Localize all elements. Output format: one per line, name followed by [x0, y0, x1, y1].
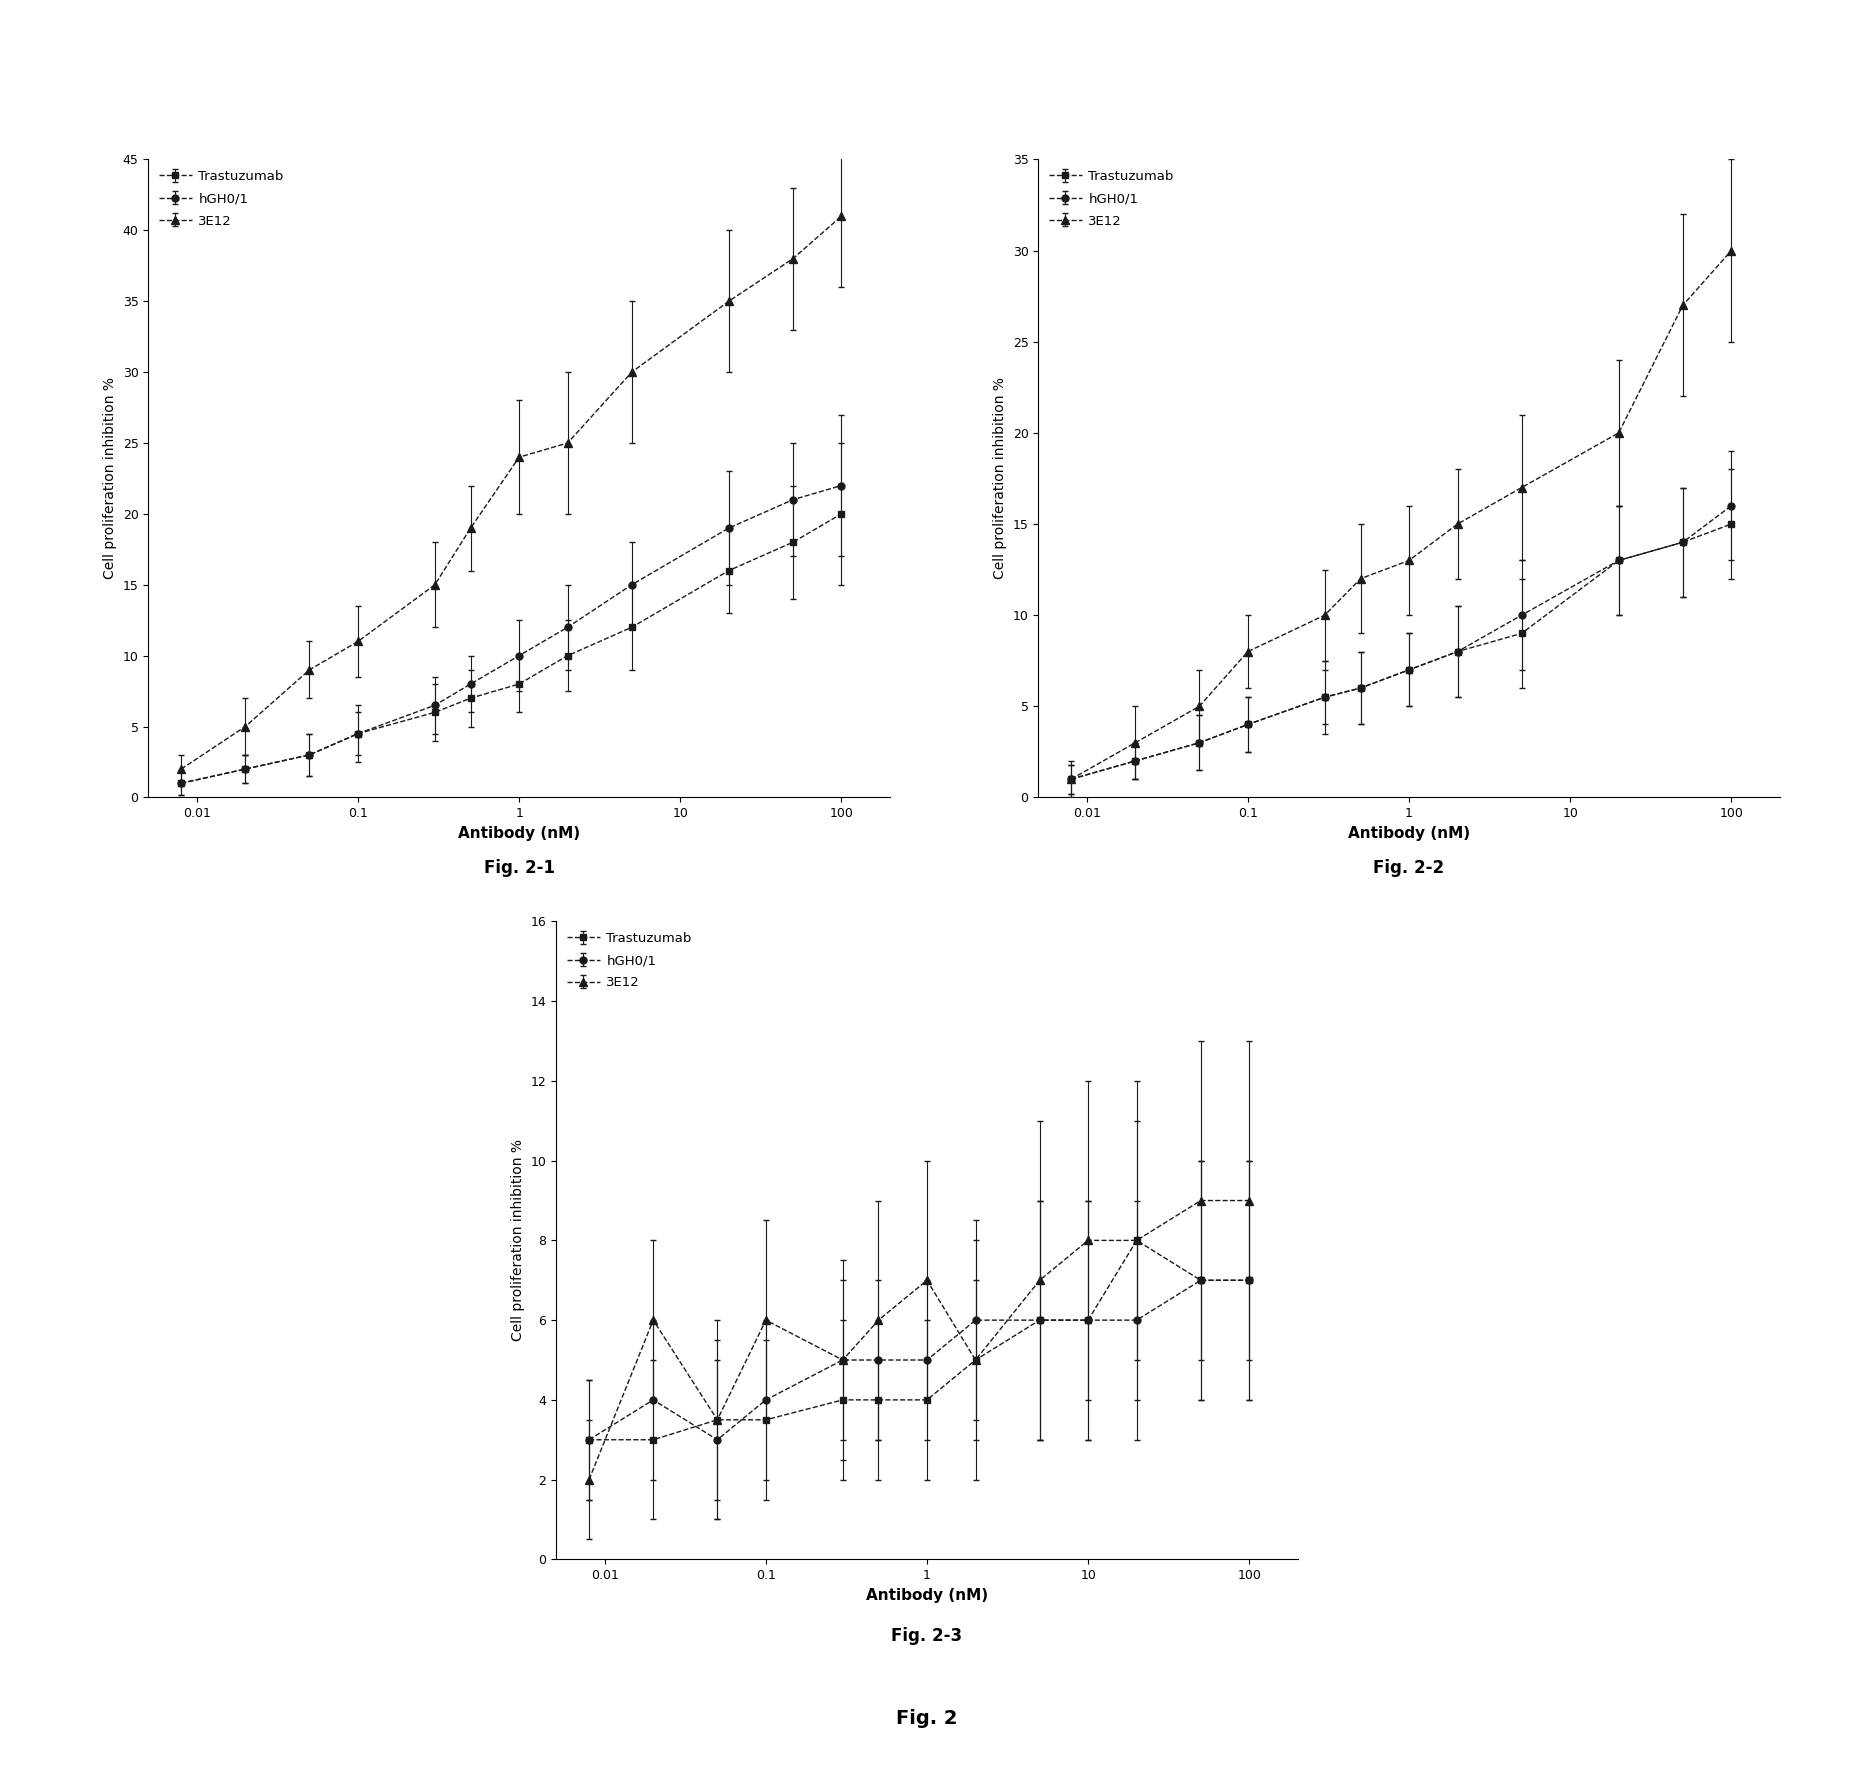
Text: Fig. 2-3: Fig. 2-3: [892, 1627, 962, 1644]
Legend: Trastuzumab, hGH0/1, 3E12: Trastuzumab, hGH0/1, 3E12: [1046, 167, 1177, 232]
Legend: Trastuzumab, hGH0/1, 3E12: Trastuzumab, hGH0/1, 3E12: [156, 167, 287, 232]
Y-axis label: Cell proliferation inhibition %: Cell proliferation inhibition %: [104, 377, 117, 579]
Y-axis label: Cell proliferation inhibition %: Cell proliferation inhibition %: [512, 1139, 525, 1341]
Y-axis label: Cell proliferation inhibition %: Cell proliferation inhibition %: [994, 377, 1007, 579]
Text: Fig. 2-1: Fig. 2-1: [484, 859, 554, 877]
X-axis label: Antibody (nM): Antibody (nM): [1348, 826, 1470, 840]
X-axis label: Antibody (nM): Antibody (nM): [866, 1588, 988, 1602]
Legend: Trastuzumab, hGH0/1, 3E12: Trastuzumab, hGH0/1, 3E12: [564, 929, 695, 994]
Text: Fig. 2-2: Fig. 2-2: [1374, 859, 1444, 877]
X-axis label: Antibody (nM): Antibody (nM): [458, 826, 580, 840]
Text: Fig. 2: Fig. 2: [895, 1708, 959, 1728]
